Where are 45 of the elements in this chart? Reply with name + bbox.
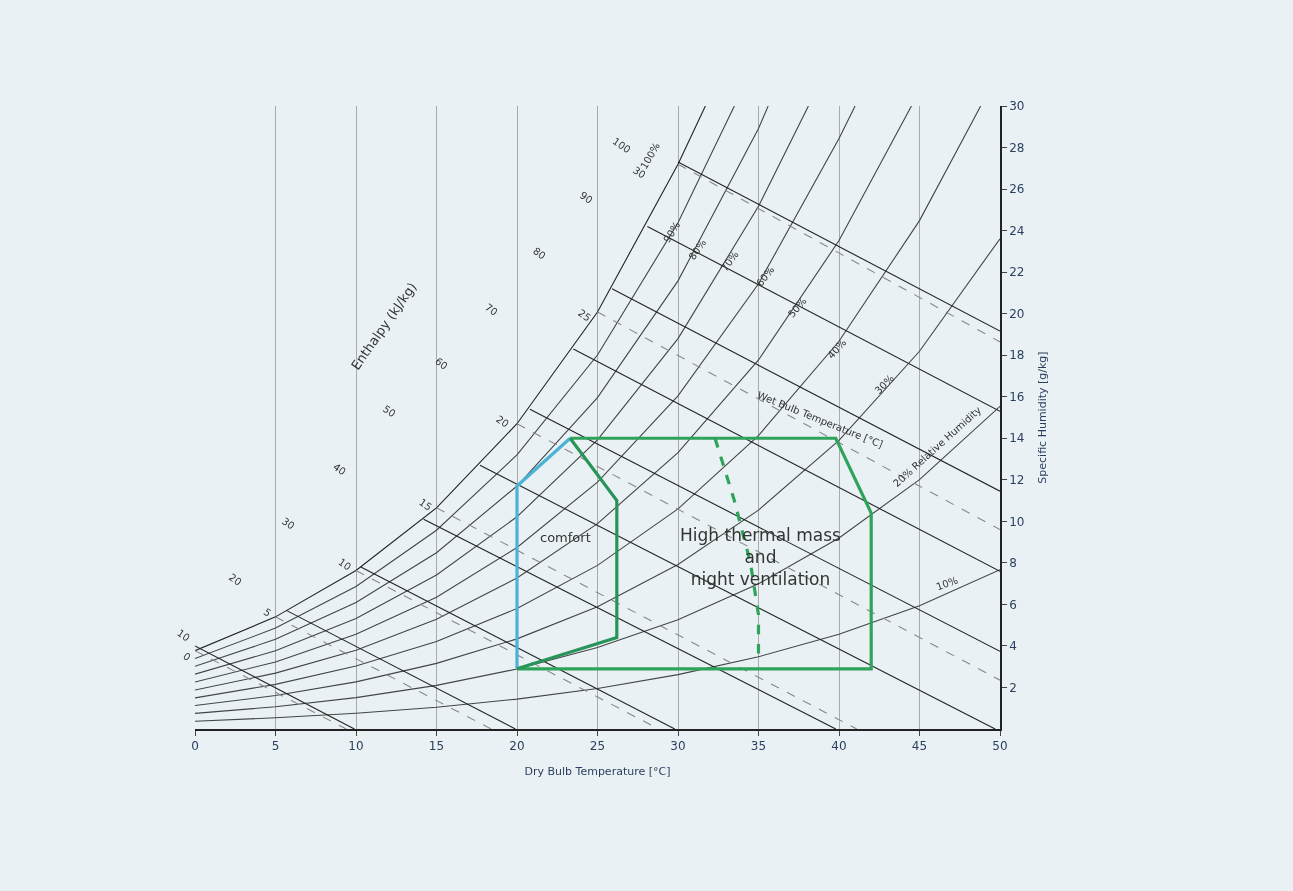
y-tick-label: 30: [1009, 99, 1025, 114]
annotation: 100: [610, 135, 633, 156]
y-tick-label: 8: [1009, 556, 1017, 571]
annotation: 90: [577, 189, 595, 206]
y-tick-label: 28: [1009, 140, 1025, 155]
annotation: 20: [494, 413, 511, 430]
y-tick-label: 24: [1009, 223, 1025, 238]
y-tick-label: 22: [1009, 265, 1025, 280]
y-tick-label: 6: [1009, 597, 1017, 612]
x-tick-label: 10: [348, 739, 364, 754]
annotation: 10%: [934, 574, 960, 593]
text: 0: [181, 650, 193, 664]
annotation: 5: [261, 606, 274, 619]
annotation: 80: [530, 245, 548, 262]
annotation: 15: [417, 496, 434, 513]
x-tick-label: 20: [509, 739, 525, 754]
annotation: 40: [331, 461, 348, 478]
x-tick-label: 15: [428, 739, 445, 754]
x-tick-label: 5: [271, 739, 280, 754]
annotation: 20: [226, 571, 244, 588]
x-tick-label: 30: [670, 739, 686, 754]
y-axis-title: Specific Humidity [g/kg]: [1036, 351, 1050, 484]
x-tick-label: 25: [589, 739, 606, 754]
x-tick-label: 50: [992, 739, 1008, 754]
y-tick-label: 20: [1009, 306, 1025, 321]
y-tick-label: 12: [1009, 473, 1025, 487]
annotation: 70: [482, 301, 500, 318]
y-tick-label: 26: [1009, 182, 1025, 197]
x-axis-title: Dry Bulb Temperature [°C]: [524, 765, 671, 779]
x-tick-label: 35: [750, 739, 767, 754]
y-tick-label: 10: [1009, 514, 1025, 529]
annotation: 50: [380, 403, 398, 420]
x-tick-label: 0: [191, 739, 199, 754]
y-tick-label: 2: [1009, 680, 1017, 695]
y-tick-label: 18: [1009, 348, 1025, 363]
annotation: 30: [279, 515, 297, 532]
text: 10: [175, 627, 192, 644]
annotation: 60: [433, 355, 450, 372]
annotation: 25: [576, 307, 593, 324]
annotation: 10: [336, 556, 354, 573]
x-tick-label: 40: [831, 739, 847, 754]
x-tick-label: 45: [911, 739, 928, 754]
y-tick-label: 14: [1009, 431, 1025, 446]
y-tick-label: 16: [1009, 389, 1025, 404]
y-tick-label: 4: [1009, 639, 1017, 654]
